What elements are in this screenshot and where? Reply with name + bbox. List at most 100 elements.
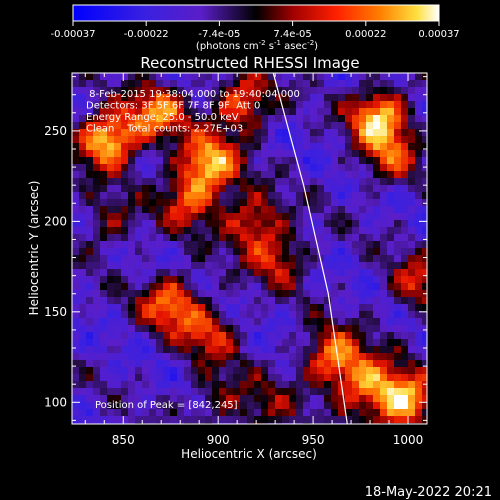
heatmap-cell [191,164,198,171]
heatmap-cell [156,115,163,122]
heatmap-cell [310,129,317,136]
heatmap-cell [394,325,401,332]
heatmap-cell [415,311,422,318]
heatmap-cell [247,115,254,122]
heatmap-cell [268,136,275,143]
heatmap-cell [72,339,79,346]
heatmap-cell [359,381,366,388]
heatmap-cell [394,360,401,367]
heatmap-cell [345,199,352,206]
heatmap-cell [100,367,107,374]
heatmap-cell [352,367,359,374]
heatmap-cell [79,318,86,325]
heatmap-cell [422,150,427,157]
heatmap-cell [163,220,170,227]
heatmap-cell [289,381,296,388]
heatmap-cell [100,136,107,143]
heatmap-cell [212,115,219,122]
heatmap-cell [233,416,240,423]
heatmap-cell [310,136,317,143]
heatmap-cell [205,332,212,339]
heatmap-cell [282,220,289,227]
heatmap-cell [373,227,380,234]
heatmap-cell [135,108,142,115]
colorbar [72,4,440,22]
heatmap-cell [254,157,261,164]
heatmap-cell [205,73,212,80]
heatmap-cell [142,234,149,241]
heatmap-cell [422,122,427,129]
heatmap-cell [100,150,107,157]
heatmap-cell [254,248,261,255]
heatmap-cell [268,234,275,241]
heatmap-cell [79,248,86,255]
heatmap-cell [324,241,331,248]
heatmap-cell [177,297,184,304]
heatmap-cell [352,248,359,255]
heatmap-cell [170,136,177,143]
heatmap-cell [324,304,331,311]
heatmap-cell [310,402,317,409]
heatmap-cell [121,129,128,136]
heatmap-cell [324,213,331,220]
heatmap-cell [100,311,107,318]
heatmap-cell [282,374,289,381]
heatmap-cell [268,80,275,87]
heatmap-cell [247,80,254,87]
heatmap-cell [163,381,170,388]
heatmap-cell [387,171,394,178]
heatmap-cell [149,325,156,332]
heatmap-cell [163,213,170,220]
heatmap-cell [415,73,422,80]
heatmap-cell [324,367,331,374]
heatmap-cell [128,115,135,122]
heatmap-cell [296,150,303,157]
heatmap-cell [149,255,156,262]
heatmap-cell [338,276,345,283]
heatmap-cell [177,346,184,353]
heatmap-cell [170,283,177,290]
heatmap-cell [275,171,282,178]
heatmap-cell [317,318,324,325]
heatmap-cell [296,353,303,360]
heatmap-cell [205,381,212,388]
heatmap-cell [163,388,170,395]
heatmap-cell [107,360,114,367]
heatmap-cell [107,143,114,150]
heatmap-cell [156,367,163,374]
heatmap-cell [163,304,170,311]
heatmap-cell [352,353,359,360]
heatmap-cell [289,234,296,241]
heatmap-cell [247,325,254,332]
heatmap-cell [261,101,268,108]
heatmap-cell [310,150,317,157]
heatmap-cell [317,115,324,122]
heatmap-cell [149,143,156,150]
heatmap-cell [128,395,135,402]
heatmap-cell [324,283,331,290]
heatmap-cell [79,325,86,332]
heatmap-cell [282,192,289,199]
heatmap-cell [121,402,128,409]
heatmap-cell [275,360,282,367]
heatmap-cell [359,122,366,129]
heatmap-cell [107,269,114,276]
heatmap-cell [226,157,233,164]
heatmap-cell [261,185,268,192]
heatmap-cell [93,241,100,248]
heatmap-cell [422,353,427,360]
heatmap-cell [331,409,338,416]
heatmap-cell [128,213,135,220]
heatmap-cell [212,122,219,129]
heatmap-cell [226,339,233,346]
heatmap-cell [114,178,121,185]
heatmap-cell [72,318,79,325]
heatmap-cell [226,227,233,234]
heatmap-cell [142,101,149,108]
heatmap-cell [79,101,86,108]
heatmap-cell [156,346,163,353]
heatmap-cell [415,381,422,388]
heatmap-cell [387,115,394,122]
heatmap-cell [296,262,303,269]
heatmap-cell [107,115,114,122]
